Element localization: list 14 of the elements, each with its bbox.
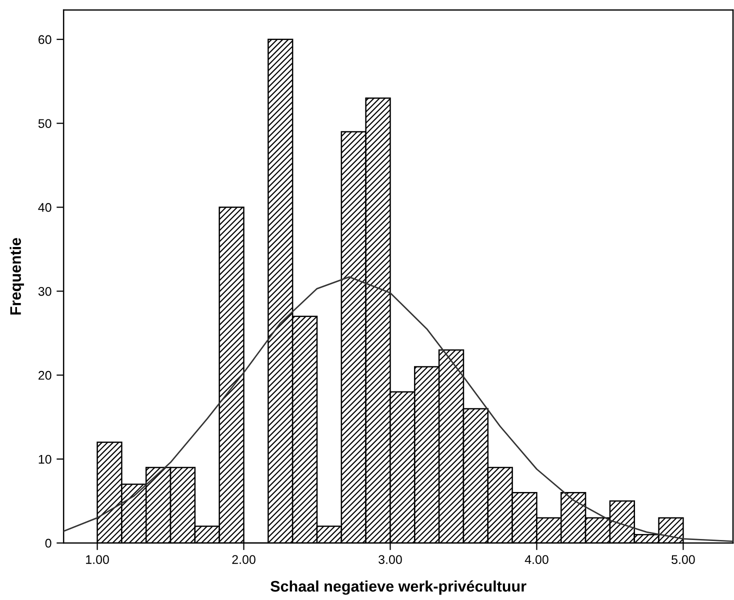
x-tick-label: 3.00 bbox=[378, 555, 402, 564]
y-tick-label: 20 bbox=[38, 370, 52, 380]
x-tick-label: 4.00 bbox=[524, 555, 548, 564]
x-tick-label: 1.00 bbox=[86, 555, 109, 564]
y-tick-label: 50 bbox=[38, 119, 52, 128]
x-tick-label: 2.00 bbox=[232, 555, 256, 564]
x-tick-label: 5.00 bbox=[672, 555, 695, 564]
y-tick-label: 0 bbox=[45, 538, 52, 548]
y-tick-label: 10 bbox=[38, 454, 52, 464]
y-tick-label: 40 bbox=[38, 203, 52, 212]
x-axis-title: Schaal negatieve werk-privécultuur bbox=[270, 580, 526, 595]
y-tick-label: 30 bbox=[38, 286, 52, 296]
y-tick-label: 60 bbox=[38, 35, 52, 44]
y-axis-title: Frequentie bbox=[10, 238, 24, 315]
